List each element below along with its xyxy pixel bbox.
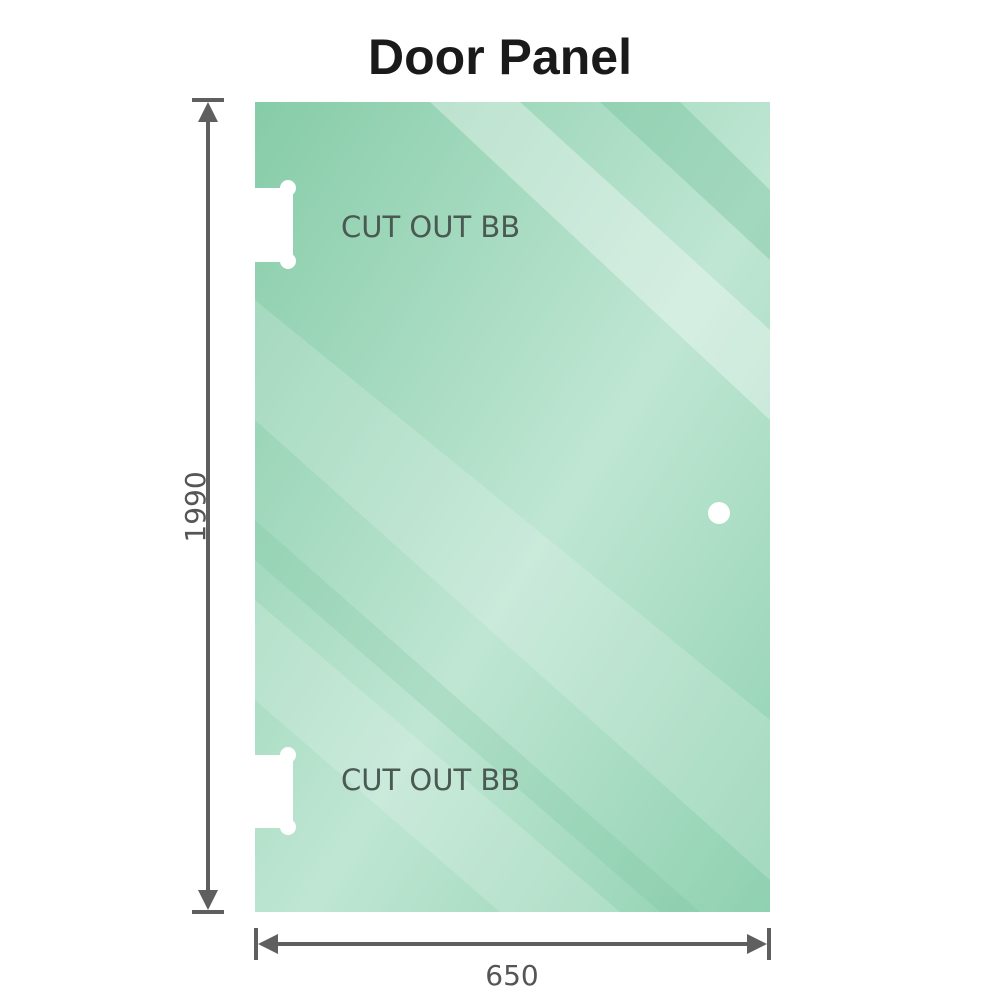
height-value: 1990 bbox=[179, 471, 212, 542]
cutout-label-top: CUT OUT BB bbox=[341, 210, 520, 244]
cutout-top bbox=[250, 180, 296, 269]
height-dimension-line bbox=[192, 98, 224, 914]
width-value: 650 bbox=[485, 959, 538, 992]
handle-hole bbox=[708, 502, 730, 524]
cutout-bottom bbox=[250, 747, 296, 835]
glass-panel bbox=[255, 102, 770, 912]
diagram-title: Door Panel bbox=[368, 29, 632, 85]
cutout-label-bottom: CUT OUT BB bbox=[341, 763, 520, 797]
width-dimension-line bbox=[254, 928, 771, 960]
